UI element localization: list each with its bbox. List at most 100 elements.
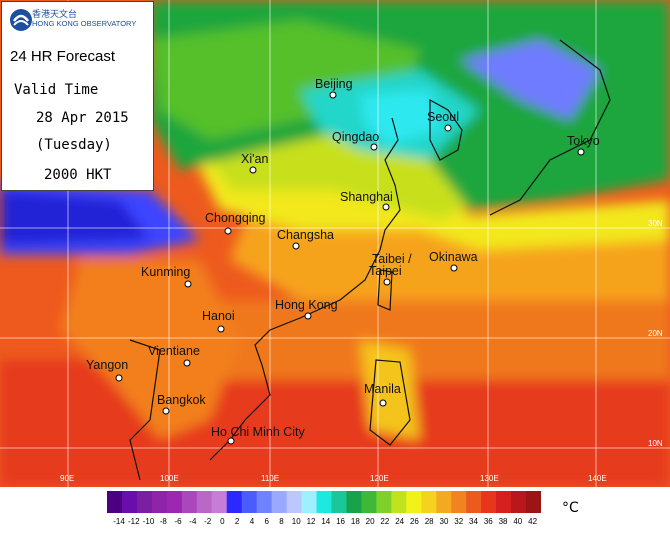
temperature-legend-bar [107, 491, 541, 513]
legend-swatch [121, 491, 138, 513]
svg-text:Chongqing: Chongqing [205, 211, 266, 225]
legend-swatch [256, 491, 273, 513]
legend-tick-label: 26 [409, 517, 419, 526]
svg-text:Yangon: Yangon [86, 358, 128, 372]
svg-text:Tokyo: Tokyo [567, 134, 600, 148]
legend-tick-label: 18 [350, 517, 360, 526]
city-xian: Xi'an [241, 152, 268, 174]
svg-text:Seoul: Seoul [427, 110, 459, 124]
legend-swatch [466, 491, 482, 513]
city-changsha: Changsha [277, 228, 334, 250]
legend-tick-label: -8 [159, 517, 167, 526]
city-shanghai: Shanghai [340, 190, 393, 211]
legend-swatch [316, 491, 332, 513]
legend-swatch [526, 491, 541, 513]
city-kunming: Kunming [141, 265, 192, 288]
legend-swatch [331, 491, 347, 513]
valid-time: 2000 HKT [44, 167, 112, 183]
legend-tick-label: 32 [454, 517, 464, 526]
legend-tick-label: -6 [174, 517, 182, 526]
city-manila: Manila [364, 382, 401, 407]
city-tokyo: Tokyo [567, 134, 600, 156]
lon-label-90e: 90E [60, 474, 74, 483]
legend-swatch [286, 491, 303, 513]
legend-swatch [196, 491, 213, 513]
legend-tick-label: 34 [469, 517, 478, 526]
valid-day: (Tuesday) [36, 137, 112, 153]
lat-label-10n: 10N [648, 439, 663, 448]
lon-label-120e: 120E [370, 474, 389, 483]
legend-swatch [481, 491, 497, 513]
city-yangon: Yangon [86, 358, 128, 382]
hko-logo-icon [10, 9, 32, 31]
legend-tick-label: 22 [380, 517, 390, 526]
svg-text:Manila: Manila [364, 382, 401, 396]
legend-swatch [181, 491, 198, 513]
temperature-unit: °C [562, 500, 579, 516]
forecast-info-box: 香港天文台 HONG KONG OBSERVATORY 24 HR Foreca… [1, 1, 154, 191]
legend-tick-label: 14 [321, 517, 331, 526]
legend-swatch [391, 491, 407, 513]
legend-tick-label: 8 [279, 517, 284, 526]
svg-text:Bangkok: Bangkok [157, 393, 206, 407]
legend-swatch [301, 491, 318, 513]
svg-text:Qingdao: Qingdao [332, 130, 379, 144]
legend-tick-label: -10 [142, 517, 155, 526]
valid-time-label: Valid Time [14, 82, 99, 98]
legend-swatch [421, 491, 437, 513]
legend-swatch [406, 491, 422, 513]
lat-label-20n: 20N [648, 329, 663, 338]
legend-swatch [271, 491, 288, 513]
legend-swatch [361, 491, 377, 513]
svg-text:Kunming: Kunming [141, 265, 190, 279]
legend-tick-label: 38 [498, 517, 508, 526]
org-name-zh: 香港天文台 [32, 10, 78, 20]
legend-tick-label: 12 [306, 517, 316, 526]
legend-swatch [136, 491, 153, 513]
temperature-map: Beijing Seoul Qingdao Tokyo Xi'an Shangh… [0, 0, 670, 487]
svg-text:Vientiane: Vientiane [148, 344, 200, 358]
legend-tick-label: -12 [127, 517, 140, 526]
valid-date: 28 Apr 2015 [36, 110, 129, 126]
city-ho-chi-minh-city: Ho Chi Minh City [211, 425, 306, 445]
legend-tick-label: 30 [439, 517, 449, 526]
legend-swatch [226, 491, 243, 513]
legend-tick-label: 40 [513, 517, 523, 526]
svg-text:Taibei /: Taibei / [372, 252, 412, 266]
svg-text:Taipei: Taipei [369, 264, 402, 278]
legend-swatch [376, 491, 392, 513]
svg-text:Beijing: Beijing [315, 77, 353, 91]
svg-text:Okinawa: Okinawa [429, 250, 478, 264]
legend-swatch [166, 491, 183, 513]
city-beijing: Beijing [315, 77, 353, 99]
svg-text:Changsha: Changsha [277, 228, 334, 242]
lon-label-100e: 100E [160, 474, 179, 483]
legend-tick-label: 24 [395, 517, 405, 526]
svg-text:Ho Chi Minh City: Ho Chi Minh City [211, 425, 306, 439]
city-okinawa: Okinawa [429, 250, 478, 272]
legend-swatch [496, 491, 512, 513]
org-name-en: HONG KONG OBSERVATORY [32, 19, 137, 28]
legend-swatch [511, 491, 527, 513]
legend-tick-label: 16 [336, 517, 346, 526]
lon-label-140e: 140E [588, 474, 607, 483]
svg-text:Hong Kong: Hong Kong [275, 298, 338, 312]
legend-tick-label: 20 [365, 517, 375, 526]
lon-label-130e: 130E [480, 474, 499, 483]
legend-tick-label: -14 [113, 517, 125, 526]
legend-tick-label: 28 [424, 517, 434, 526]
legend-tick-label: 6 [264, 517, 269, 526]
legend-tick-label: 0 [220, 517, 225, 526]
city-qingdao: Qingdao [332, 130, 379, 151]
svg-text:Hanoi: Hanoi [202, 309, 235, 323]
city-chongqing: Chongqing [205, 211, 266, 235]
city-taipei: Taibei /Taipei [369, 252, 412, 286]
city-vientiane: Vientiane [148, 344, 200, 367]
forecast-title: 24 HR Forecast [10, 48, 116, 65]
legend-tick-label: 42 [528, 517, 538, 526]
legend-swatch [451, 491, 467, 513]
legend-swatch [241, 491, 258, 513]
city-hanoi: Hanoi [202, 309, 235, 333]
svg-text:Xi'an: Xi'an [241, 152, 268, 166]
city-seoul: Seoul [427, 110, 459, 132]
